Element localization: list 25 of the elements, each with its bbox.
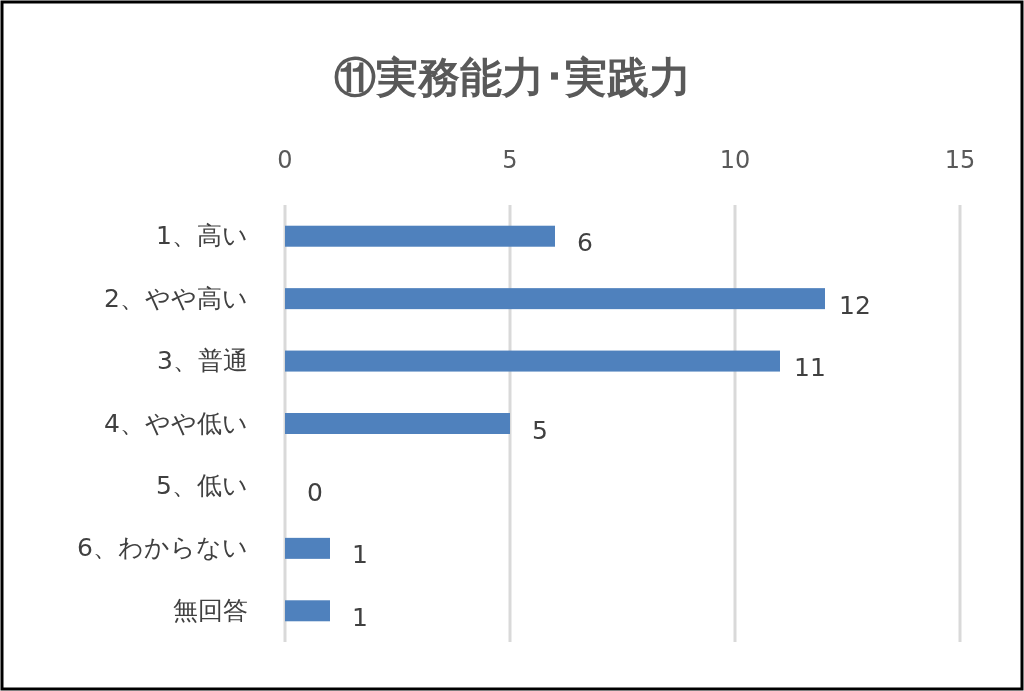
x-tick-label: 10 — [719, 146, 751, 174]
y-tick-label: 1、高い — [156, 221, 248, 251]
y-tick-label: 2、やや高い — [104, 283, 248, 313]
bar — [285, 225, 555, 247]
y-tick-label: 3、普通 — [157, 346, 248, 376]
data-label: 1 — [352, 602, 368, 632]
bar — [285, 288, 825, 310]
x-tick-label: 15 — [944, 146, 976, 174]
chart-title: ⑪実務能力･実践力 — [333, 53, 691, 102]
y-tick-label: 5、低い — [156, 470, 248, 500]
bar — [285, 413, 510, 434]
x-tick-label: 0 — [277, 146, 293, 174]
x-tick-label: 5 — [502, 146, 518, 174]
data-label: 11 — [794, 353, 826, 383]
data-label: 6 — [577, 228, 593, 258]
data-label: 1 — [352, 540, 368, 570]
y-tick-label: 4、やや低い — [104, 408, 248, 438]
data-label: 0 — [307, 477, 323, 507]
data-label: 12 — [839, 290, 871, 320]
bar — [285, 537, 330, 559]
y-tick-label: 6、わからない — [77, 533, 248, 563]
bar — [285, 350, 780, 372]
y-tick-label: 無回答 — [173, 595, 248, 625]
bar — [285, 600, 330, 622]
data-label: 5 — [532, 415, 548, 445]
